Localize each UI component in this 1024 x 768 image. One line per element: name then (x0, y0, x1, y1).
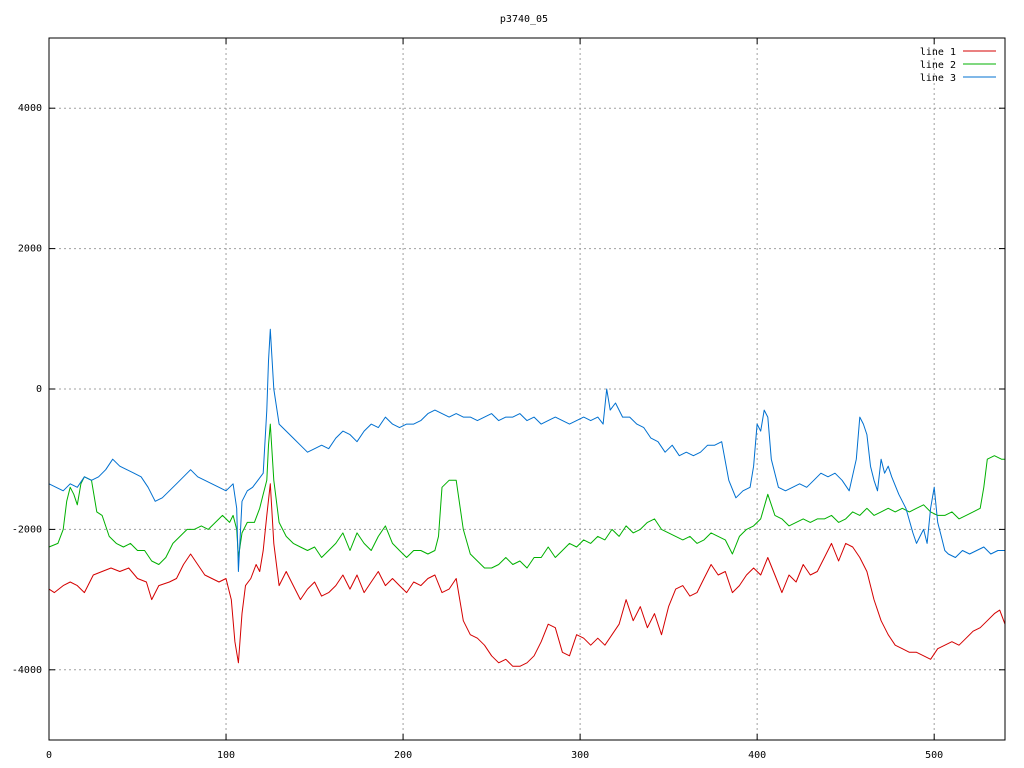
series-line-1 (48, 483, 1006, 667)
y-tick-label: 4000 (18, 103, 42, 114)
series-line-3 (48, 328, 1005, 572)
plot-border (48, 37, 1006, 741)
y-tick-label: -4000 (12, 665, 42, 676)
legend-label: line 2 (920, 60, 956, 71)
x-tick-label: 400 (748, 750, 766, 761)
x-tick-label: 500 (925, 750, 943, 761)
x-tick-label: 200 (394, 750, 412, 761)
legend-entry-line-3: line 3 (920, 73, 996, 84)
legend: line 1 line 2 line 3 (920, 47, 996, 84)
y-tick-label: 0 (36, 384, 42, 395)
chart-title: p3740_05 (500, 14, 548, 25)
legend-label: line 1 (920, 47, 956, 58)
legend-entry-line-2: line 2 (920, 60, 996, 71)
x-axis-ticks: 0 100 200 300 400 500 (46, 38, 943, 761)
x-tick-label: 0 (46, 750, 52, 761)
y-tick-label: -2000 (12, 524, 42, 535)
legend-entry-line-1: line 1 (920, 47, 996, 58)
y-axis-ticks: -4000 -2000 0 2000 4000 (12, 103, 1005, 676)
x-tick-label: 300 (571, 750, 589, 761)
series-lines (48, 328, 1006, 667)
y-tick-label: 2000 (18, 244, 42, 255)
x-tick-label: 100 (217, 750, 235, 761)
series-line-2 (48, 423, 1005, 569)
legend-label: line 3 (920, 73, 956, 84)
